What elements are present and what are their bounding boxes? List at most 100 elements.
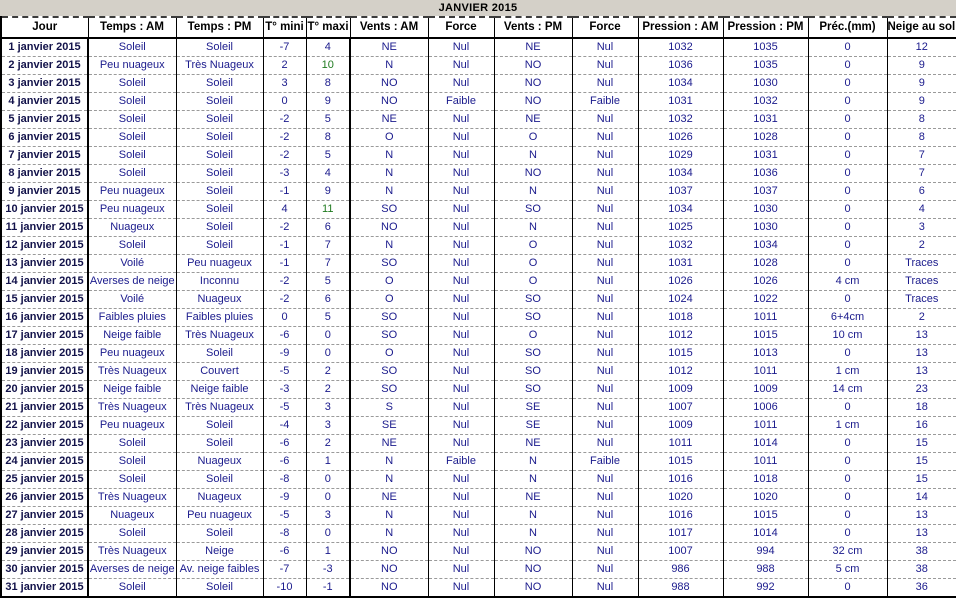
cell-temps-pm: Soleil xyxy=(175,218,264,237)
cell-jour: 8 janvier 2015 xyxy=(0,164,89,183)
cell-neige-au-sol: 13 xyxy=(886,362,956,381)
cell-neige-au-sol: 12 xyxy=(886,38,956,57)
column-header-jour[interactable]: Jour xyxy=(0,16,89,39)
cell-temps-pm: Soleil xyxy=(175,524,264,543)
cell-jour: 1 janvier 2015 xyxy=(0,38,89,57)
cell-pression-am: 1034 xyxy=(637,74,724,93)
cell-force-pm: Nul xyxy=(571,38,639,57)
cell-force-pm: Nul xyxy=(571,470,639,489)
cell-precipitation: 0 xyxy=(807,200,888,219)
cell-jour: 5 janvier 2015 xyxy=(0,110,89,129)
cell-t-maxi: 5 xyxy=(305,272,351,291)
cell-vents-pm: SO xyxy=(493,380,573,399)
cell-pression-pm: 1011 xyxy=(722,308,809,327)
cell-pression-am: 1007 xyxy=(637,542,724,561)
cell-pression-pm: 994 xyxy=(722,542,809,561)
column-header-temps-am[interactable]: Temps : AM xyxy=(87,16,177,39)
cell-temps-am: Très Nuageux xyxy=(87,362,177,381)
cell-vents-am: NO xyxy=(349,542,429,561)
cell-t-maxi: 3 xyxy=(305,398,351,417)
cell-vents-am: SO xyxy=(349,200,429,219)
cell-neige-au-sol: 16 xyxy=(886,416,956,435)
cell-force-pm: Nul xyxy=(571,362,639,381)
cell-vents-am: N xyxy=(349,146,429,165)
cell-precipitation: 0 xyxy=(807,146,888,165)
cell-vents-pm: SO xyxy=(493,344,573,363)
cell-force-pm: Nul xyxy=(571,416,639,435)
cell-force-am: Nul xyxy=(427,344,495,363)
cell-vents-am: SO xyxy=(349,308,429,327)
cell-force-am: Nul xyxy=(427,200,495,219)
column-header-vents-am[interactable]: Vents : AM xyxy=(349,16,429,39)
cell-precipitation: 0 xyxy=(807,182,888,201)
cell-jour: 14 janvier 2015 xyxy=(0,272,89,291)
cell-neige-au-sol: Traces xyxy=(886,290,956,309)
cell-vents-pm: O xyxy=(493,236,573,255)
cell-temps-pm: Av. neige faibles xyxy=(175,560,264,579)
cell-t-mini: -7 xyxy=(262,560,307,579)
cell-pression-am: 1031 xyxy=(637,92,724,111)
cell-vents-pm: SO xyxy=(493,200,573,219)
cell-temps-am: Voilé xyxy=(87,254,177,273)
cell-t-mini: -10 xyxy=(262,578,307,598)
cell-precipitation: 1 cm xyxy=(807,416,888,435)
cell-vents-pm: SE xyxy=(493,416,573,435)
cell-temps-pm: Très Nuageux xyxy=(175,56,264,75)
cell-force-pm: Nul xyxy=(571,488,639,507)
column-header-pression-am[interactable]: Pression : AM xyxy=(637,16,724,39)
column-header-force-am[interactable]: Force xyxy=(427,16,495,39)
column-header-pression-pm[interactable]: Pression : PM xyxy=(722,16,809,39)
cell-temps-pm: Soleil xyxy=(175,110,264,129)
cell-temps-pm: Soleil xyxy=(175,578,264,598)
column-header-force-pm[interactable]: Force xyxy=(571,16,639,39)
cell-t-maxi: 9 xyxy=(305,92,351,111)
cell-pression-pm: 1026 xyxy=(722,272,809,291)
cell-pression-am: 1011 xyxy=(637,434,724,453)
column-header-vents-pm[interactable]: Vents : PM xyxy=(493,16,573,39)
cell-pression-am: 1025 xyxy=(637,218,724,237)
cell-vents-pm: O xyxy=(493,272,573,291)
cell-t-mini: -6 xyxy=(262,434,307,453)
cell-pression-am: 1036 xyxy=(637,56,724,75)
cell-temps-pm: Soleil xyxy=(175,236,264,255)
cell-neige-au-sol: 15 xyxy=(886,470,956,489)
cell-vents-am: N xyxy=(349,56,429,75)
cell-pression-am: 1032 xyxy=(637,38,724,57)
cell-pression-am: 1015 xyxy=(637,452,724,471)
cell-vents-am: S xyxy=(349,398,429,417)
table-row: 16 janvier 2015 Faibles pluies Faibles plu… xyxy=(0,308,956,327)
cell-precipitation: 5 cm xyxy=(807,560,888,579)
cell-pression-am: 1034 xyxy=(637,200,724,219)
cell-vents-pm: N xyxy=(493,506,573,525)
cell-neige-au-sol: 7 xyxy=(886,164,956,183)
cell-t-maxi: 0 xyxy=(305,470,351,489)
cell-precipitation: 0 xyxy=(807,488,888,507)
cell-pression-pm: 1013 xyxy=(722,344,809,363)
cell-vents-pm: N xyxy=(493,146,573,165)
cell-force-pm: Faible xyxy=(571,452,639,471)
cell-jour: 23 janvier 2015 xyxy=(0,434,89,453)
cell-precipitation: 0 xyxy=(807,290,888,309)
cell-vents-pm: SO xyxy=(493,290,573,309)
table-row: 5 janvier 2015 Soleil Soleil -2 5 NE Nul NE Nul 1… xyxy=(0,110,956,129)
cell-pression-am: 1032 xyxy=(637,110,724,129)
column-header-t-mini[interactable]: T° mini xyxy=(262,16,307,39)
cell-pression-pm: 1030 xyxy=(722,218,809,237)
column-header-t-maxi[interactable]: T° maxi xyxy=(305,16,351,39)
column-header-precipitation[interactable]: Préc.(mm) xyxy=(807,16,888,39)
cell-pression-pm: 1011 xyxy=(722,416,809,435)
cell-vents-pm: NE xyxy=(493,488,573,507)
cell-precipitation: 0 xyxy=(807,434,888,453)
column-header-temps-pm[interactable]: Temps : PM xyxy=(175,16,264,39)
cell-force-am: Nul xyxy=(427,272,495,291)
cell-temps-am: Soleil xyxy=(87,470,177,489)
cell-jour: 6 janvier 2015 xyxy=(0,128,89,147)
cell-temps-pm: Soleil xyxy=(175,200,264,219)
column-header-neige-au-sol[interactable]: Neige au sol (cm) xyxy=(886,16,956,39)
cell-t-maxi: 11 xyxy=(305,200,351,219)
cell-force-pm: Nul xyxy=(571,398,639,417)
cell-force-am: Nul xyxy=(427,398,495,417)
table-row: 6 janvier 2015 Soleil Soleil -2 8 O Nul O Nul 102… xyxy=(0,128,956,147)
cell-jour: 2 janvier 2015 xyxy=(0,56,89,75)
cell-neige-au-sol: 2 xyxy=(886,308,956,327)
